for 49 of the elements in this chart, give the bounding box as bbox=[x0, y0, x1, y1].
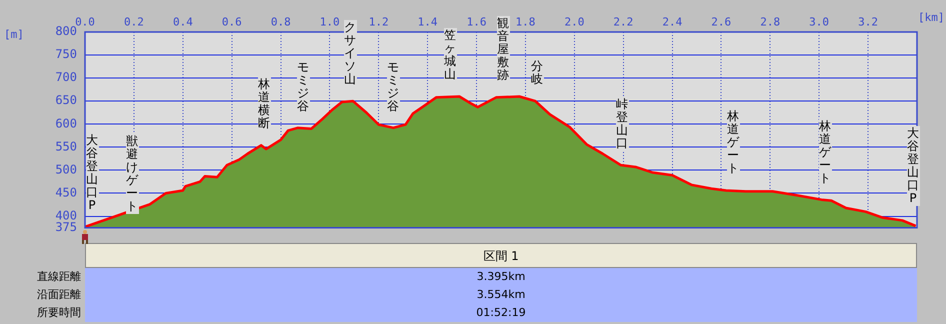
x-tick-label: 2.6 bbox=[711, 15, 732, 28]
annotation: 峠登山口 bbox=[616, 97, 628, 152]
x-tick-label: 0.8 bbox=[270, 15, 291, 28]
x-tick-label: 2.0 bbox=[564, 15, 584, 28]
y-tick-label: 600 bbox=[55, 116, 77, 130]
x-tick-label: 2.8 bbox=[760, 15, 780, 28]
y-tick-label: 650 bbox=[55, 93, 77, 108]
x-tick-label: 0.4 bbox=[172, 15, 194, 28]
annotation: 林道ゲート bbox=[818, 118, 832, 186]
annotation: モミジ谷 bbox=[386, 60, 400, 114]
text: 区間 1 bbox=[85, 243, 917, 268]
text: 3.395km bbox=[476, 270, 526, 283]
x-axis-title: [km] bbox=[918, 11, 944, 24]
annotation: 大谷登山口P bbox=[906, 126, 920, 206]
x-tick-label: 0.2 bbox=[124, 15, 144, 28]
annotation: モミジ谷 bbox=[296, 60, 310, 114]
x-tick-label: 1.0 bbox=[320, 15, 340, 28]
y-tick-label: 550 bbox=[55, 139, 77, 154]
y-tick-label: 400 bbox=[55, 208, 77, 222]
annotation: 観音屋敷跡 bbox=[496, 16, 510, 84]
annotation: クサイソ山 bbox=[344, 20, 356, 88]
y-tick-label: 500 bbox=[55, 162, 77, 176]
y-tick-label: 750 bbox=[55, 47, 77, 62]
text: 3.554km bbox=[476, 288, 526, 301]
y-tick-label: 450 bbox=[55, 185, 77, 200]
x-tick-label: 3.2 bbox=[858, 15, 878, 28]
x-tick-label: 1.8 bbox=[516, 15, 536, 28]
x-tick-label: 2.2 bbox=[613, 15, 634, 28]
text: 直線距離 bbox=[36, 269, 81, 285]
text: 沿面距離 bbox=[36, 287, 81, 303]
x-tick-label: 1.2 bbox=[368, 15, 389, 28]
annotation: 分岐 bbox=[530, 59, 544, 88]
x-tick-label: 2.4 bbox=[662, 15, 683, 28]
text: 所要時間 bbox=[36, 305, 81, 321]
y-tick-label: 700 bbox=[55, 70, 77, 84]
annotation: 林道横断 bbox=[258, 77, 270, 132]
annotation: 笠ヶ城山 bbox=[444, 28, 456, 82]
x-tick-label: 1.4 bbox=[418, 15, 438, 28]
annotation: 獣避けゲート bbox=[126, 134, 138, 214]
x-tick-label: 3.0 bbox=[809, 15, 830, 28]
y-tick-label: 800 bbox=[55, 24, 77, 38]
x-tick-label: 0.6 bbox=[222, 15, 242, 28]
text: 01:52:19 bbox=[476, 306, 526, 319]
y-tick-label: 375 bbox=[55, 220, 77, 234]
annotation: 林道ゲート bbox=[726, 109, 740, 176]
x-tick-label: 0.0 bbox=[75, 15, 95, 28]
y-axis-title: [m] bbox=[4, 28, 24, 41]
annotation: 大谷登山口P bbox=[86, 132, 98, 213]
x-tick-label: 1.6 bbox=[466, 15, 486, 28]
